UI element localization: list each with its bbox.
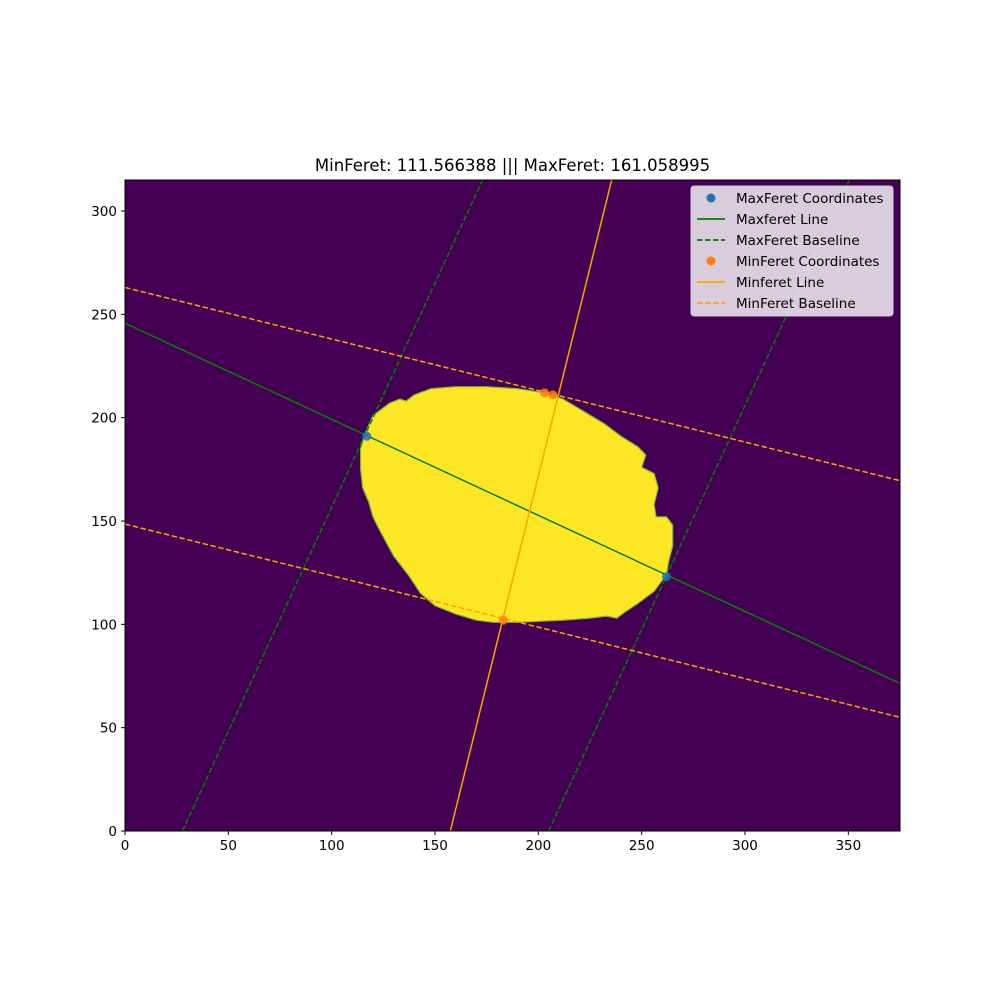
minferet-coordinates-point-2 bbox=[548, 390, 558, 400]
minferet-coordinates-point-0 bbox=[498, 615, 508, 625]
y-tick-label-200: 200 bbox=[91, 411, 117, 427]
maxferet-baseline-series bbox=[181, 180, 484, 831]
x-tick-label-100: 100 bbox=[319, 838, 345, 854]
minferet-line-series bbox=[449, 180, 613, 831]
chart-title: MinFeret: 111.566388 ||| MaxFeret: 161.0… bbox=[315, 156, 710, 175]
legend-label-minferet-coordinates: MinFeret Coordinates bbox=[736, 254, 879, 270]
legend-marker-minferet-coordinates bbox=[706, 256, 716, 266]
x-tick-label-300: 300 bbox=[732, 838, 758, 854]
legend-label-maxferet-coordinates: MaxFeret Coordinates bbox=[736, 191, 883, 207]
maxferet-coordinates-point-0 bbox=[362, 431, 372, 441]
y-tick-label-250: 250 bbox=[91, 307, 117, 323]
legend-label-minferet-line: Minferet Line bbox=[736, 275, 824, 291]
plot-frame bbox=[124, 179, 901, 832]
minferet-baseline-series bbox=[125, 286, 900, 482]
y-tick-label-50: 50 bbox=[100, 721, 117, 737]
x-tick-label-250: 250 bbox=[629, 838, 655, 854]
minferet-coordinates-point-1 bbox=[540, 388, 550, 398]
x-tick-label-50: 50 bbox=[220, 838, 237, 854]
y-tick-label-0: 0 bbox=[108, 824, 117, 840]
legend-marker-maxferet-coordinates bbox=[706, 193, 716, 203]
legend-label-maxferet-baseline: MaxFeret Baseline bbox=[736, 233, 860, 249]
x-tick-label-200: 200 bbox=[525, 838, 551, 854]
legend-box bbox=[690, 185, 894, 317]
y-tick-label-100: 100 bbox=[91, 617, 117, 633]
maxferet-coordinates-point-1 bbox=[661, 572, 671, 582]
x-tick-label-350: 350 bbox=[835, 838, 861, 854]
legend-label-minferet-baseline: MinFeret Baseline bbox=[736, 296, 856, 312]
maxferet-line-series bbox=[125, 322, 900, 685]
legend-label-maxferet-line: Maxferet Line bbox=[736, 212, 828, 228]
x-tick-label-150: 150 bbox=[422, 838, 448, 854]
y-tick-label-150: 150 bbox=[91, 514, 117, 530]
minferet-baseline-2-series bbox=[125, 523, 900, 719]
x-tick-label-0: 0 bbox=[121, 838, 130, 854]
y-tick-label-300: 300 bbox=[91, 204, 117, 220]
